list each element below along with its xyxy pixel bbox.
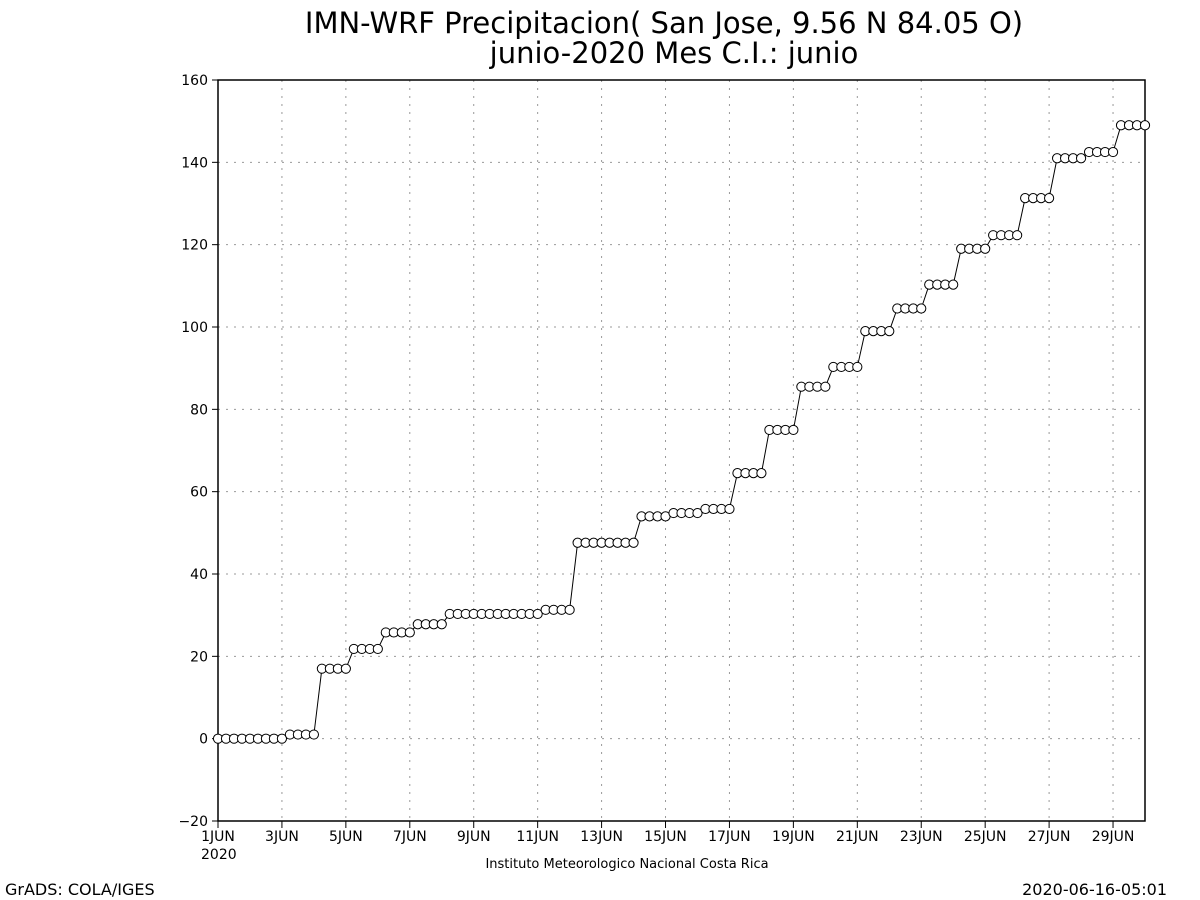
y-tick-label: 160 [181,73,208,89]
series-layer [212,120,1151,744]
x-tick-label: 5JUN [329,829,363,845]
x-tick-label: 17JUN [708,829,751,845]
data-point [1075,153,1087,164]
y-tick-label: 0 [199,732,208,748]
data-point [372,643,383,655]
grads-credit: GrADS: COLA/IGES [5,880,155,899]
data-point [404,627,415,638]
y-tick-label: −20 [178,814,208,830]
data-point [884,326,895,337]
data-point [820,381,831,392]
y-tick-label: 100 [181,320,208,336]
data-point [276,733,288,744]
x-tick-label: 29JUN [1092,829,1135,845]
x-tick-label: 19JUN [772,829,815,845]
grid-lines [218,80,1145,821]
y-tick-label: 40 [190,567,208,583]
data-point [756,468,767,479]
y-tick-label: 140 [181,155,208,171]
data-point [628,537,639,548]
data-point [852,361,863,373]
x-tick-label: 1JUN [201,829,235,845]
x-tick-label: 9JUN [457,829,491,845]
data-point [1012,230,1023,241]
y-tick-label: 60 [190,485,208,501]
timestamp-label: 2020-06-16-05:01 [1022,880,1167,899]
y-tick-label: 20 [190,649,208,665]
data-point [308,729,319,740]
x-tick-label: 15JUN [644,829,687,845]
chart-subtitle: junio-2020 Mes C.I.: junio [489,36,859,70]
y-axis-ticks: −20 0 20 40 60 80 100 120 140 160 [178,73,218,830]
x-tick-label: 3JUN [265,829,299,845]
data-point [916,303,927,314]
data-point [340,663,351,674]
x-tick-label: 13JUN [580,829,623,845]
x-tick-label: 27JUN [1028,829,1071,845]
x-axis-ticks: 1JUN 3JUN 5JUN 7JUN 9JUN 11JUN 13JUN 15JUN 17JUN… [201,821,1134,845]
data-point [948,279,959,290]
data-point [692,507,703,519]
chart-title: IMN-WRF Precipitacion( San Jose, 9.56 N … [305,6,1023,40]
x-tick-label: 11JUN [516,829,559,845]
plot-frame [217,79,1146,822]
institution-label: Instituto Meteorologico Nacional Costa R… [485,857,768,872]
data-point [436,619,447,630]
data-point [1107,146,1119,158]
y-tick-label: 80 [190,402,208,418]
y-tick-label: 120 [181,238,208,254]
x-axis-year-label: 2020 [201,847,237,863]
data-point [532,608,543,620]
data-point [980,243,991,254]
x-tick-label: 25JUN [964,829,1007,845]
data-point [1044,193,1055,204]
x-tick-label: 7JUN [393,829,427,845]
data-point [724,503,735,515]
x-tick-label: 23JUN [900,829,943,845]
data-point [1139,120,1151,131]
data-point [564,604,575,615]
data-point [788,424,799,436]
x-tick-label: 21JUN [836,829,879,845]
